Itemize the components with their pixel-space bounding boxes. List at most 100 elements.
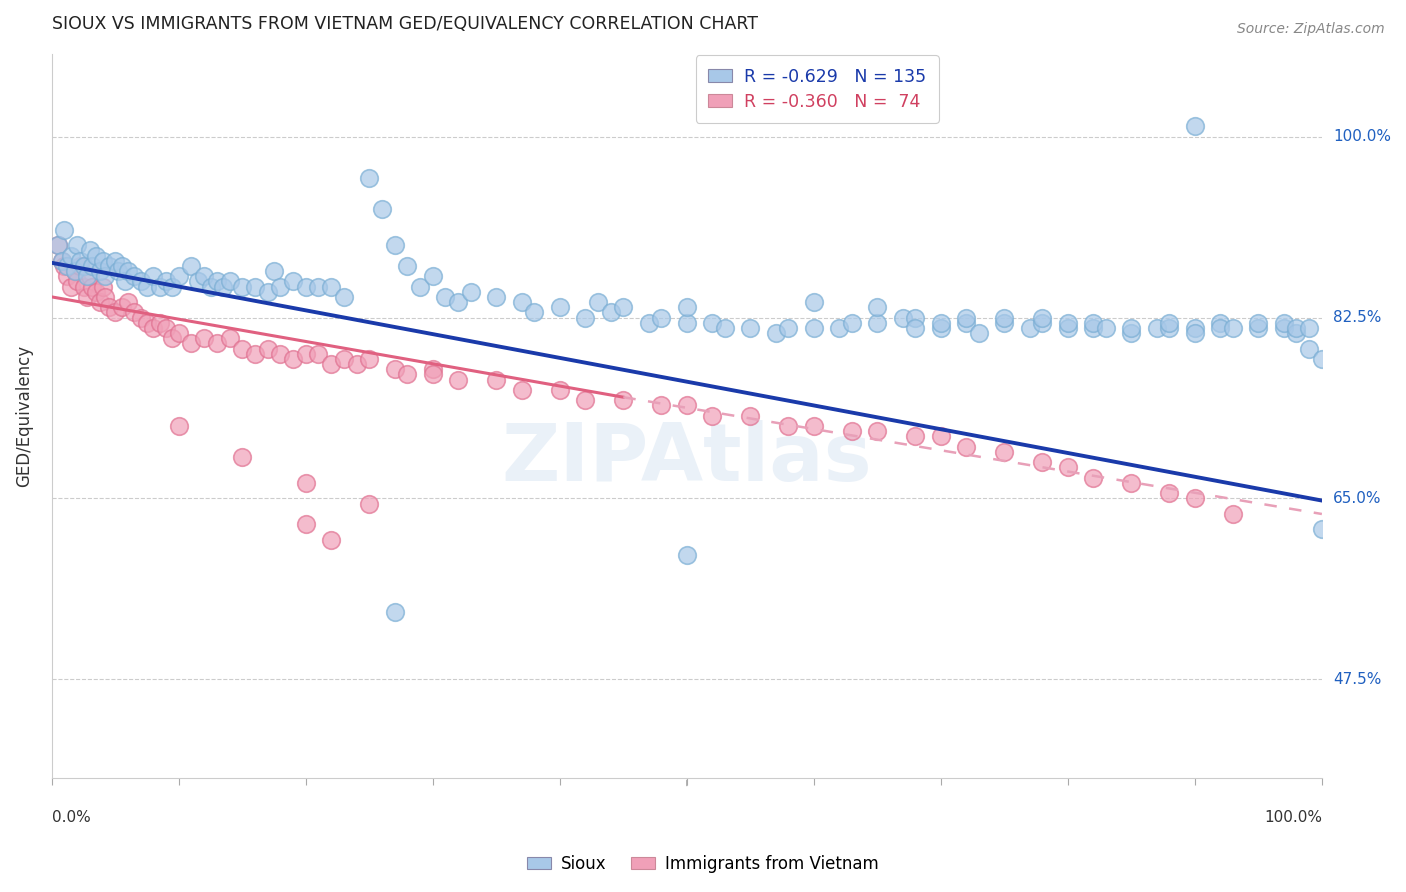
Text: ZIPAtlas: ZIPAtlas bbox=[502, 420, 872, 499]
Point bbox=[1031, 455, 1053, 469]
Point bbox=[269, 347, 291, 361]
Point bbox=[396, 368, 419, 382]
Point bbox=[765, 326, 787, 340]
Point bbox=[1310, 523, 1333, 537]
Point bbox=[1159, 321, 1181, 335]
Point bbox=[510, 383, 533, 397]
Point bbox=[76, 290, 98, 304]
Point bbox=[69, 259, 91, 273]
Point bbox=[460, 285, 482, 299]
Point bbox=[384, 605, 406, 619]
Point bbox=[149, 316, 172, 330]
Text: 100.0%: 100.0% bbox=[1333, 129, 1391, 145]
Point bbox=[675, 300, 697, 314]
Point bbox=[89, 264, 111, 278]
Point bbox=[650, 310, 672, 325]
Point bbox=[84, 285, 107, 299]
Point bbox=[321, 279, 343, 293]
Point bbox=[117, 295, 139, 310]
Point bbox=[599, 305, 621, 319]
Point bbox=[1184, 120, 1206, 134]
Text: 47.5%: 47.5% bbox=[1333, 672, 1381, 687]
Point bbox=[359, 171, 381, 186]
Point bbox=[72, 259, 94, 273]
Point bbox=[422, 362, 444, 376]
Point bbox=[187, 274, 209, 288]
Point bbox=[574, 310, 596, 325]
Point bbox=[1146, 321, 1168, 335]
Point bbox=[193, 269, 215, 284]
Point bbox=[1057, 316, 1080, 330]
Point bbox=[124, 305, 146, 319]
Point bbox=[1031, 310, 1053, 325]
Point bbox=[803, 419, 825, 434]
Point bbox=[675, 399, 697, 413]
Point bbox=[523, 305, 546, 319]
Point bbox=[142, 269, 165, 284]
Point bbox=[63, 264, 86, 278]
Point bbox=[1095, 321, 1118, 335]
Point bbox=[243, 347, 266, 361]
Point bbox=[294, 517, 316, 532]
Point bbox=[180, 259, 202, 273]
Point bbox=[993, 310, 1015, 325]
Point bbox=[1222, 321, 1244, 335]
Legend: R = -0.629   N = 135, R = -0.360   N =  74: R = -0.629 N = 135, R = -0.360 N = 74 bbox=[696, 55, 939, 123]
Point bbox=[1159, 316, 1181, 330]
Point bbox=[675, 316, 697, 330]
Legend: Sioux, Immigrants from Vietnam: Sioux, Immigrants from Vietnam bbox=[520, 848, 886, 880]
Point bbox=[66, 238, 89, 252]
Point bbox=[231, 342, 253, 356]
Point bbox=[993, 316, 1015, 330]
Point bbox=[1310, 351, 1333, 366]
Point bbox=[63, 264, 86, 278]
Point bbox=[205, 336, 228, 351]
Point bbox=[218, 331, 240, 345]
Point bbox=[434, 290, 457, 304]
Point bbox=[955, 440, 977, 454]
Point bbox=[803, 321, 825, 335]
Point bbox=[333, 351, 356, 366]
Point bbox=[136, 279, 159, 293]
Point bbox=[740, 321, 762, 335]
Point bbox=[162, 331, 184, 345]
Point bbox=[129, 274, 152, 288]
Point bbox=[294, 279, 316, 293]
Point bbox=[76, 269, 98, 284]
Point bbox=[129, 310, 152, 325]
Point bbox=[1298, 342, 1320, 356]
Point bbox=[1057, 321, 1080, 335]
Point bbox=[114, 274, 136, 288]
Point bbox=[205, 274, 228, 288]
Point bbox=[56, 259, 79, 273]
Point bbox=[218, 274, 240, 288]
Point bbox=[612, 393, 634, 408]
Point bbox=[1018, 321, 1040, 335]
Text: SIOUX VS IMMIGRANTS FROM VIETNAM GED/EQUIVALENCY CORRELATION CHART: SIOUX VS IMMIGRANTS FROM VIETNAM GED/EQU… bbox=[52, 15, 758, 33]
Point bbox=[97, 259, 120, 273]
Point bbox=[51, 253, 73, 268]
Point bbox=[359, 351, 381, 366]
Point bbox=[79, 244, 101, 258]
Point bbox=[136, 316, 159, 330]
Point bbox=[447, 373, 470, 387]
Point bbox=[803, 295, 825, 310]
Point bbox=[91, 253, 114, 268]
Point bbox=[167, 269, 190, 284]
Point bbox=[1121, 475, 1143, 490]
Point bbox=[124, 269, 146, 284]
Point bbox=[637, 316, 659, 330]
Point bbox=[231, 279, 253, 293]
Point bbox=[333, 290, 356, 304]
Point bbox=[993, 445, 1015, 459]
Point bbox=[294, 347, 316, 361]
Point bbox=[69, 253, 91, 268]
Point bbox=[359, 497, 381, 511]
Point bbox=[422, 269, 444, 284]
Point bbox=[1184, 326, 1206, 340]
Point bbox=[1159, 486, 1181, 500]
Point bbox=[308, 279, 330, 293]
Point bbox=[149, 279, 172, 293]
Point bbox=[167, 419, 190, 434]
Point bbox=[82, 279, 104, 293]
